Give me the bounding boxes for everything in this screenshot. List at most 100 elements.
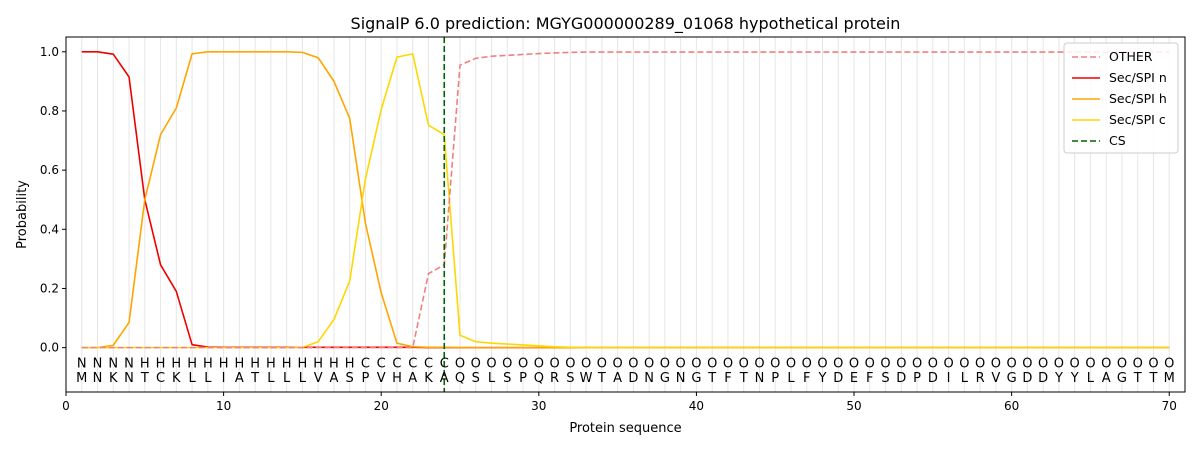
region-label: O [486, 356, 496, 371]
plot-frame [65, 36, 1186, 393]
residue-label: S [503, 371, 511, 386]
region-label: C [377, 356, 386, 371]
region-label: O [660, 356, 670, 371]
region-label: O [770, 356, 780, 371]
residue-label: T [1149, 371, 1158, 386]
series-line-sec-spi-n [81, 50, 1170, 349]
residue-label: P [362, 371, 370, 386]
x-tick-label: 40 [689, 399, 704, 413]
residue-label: T [250, 371, 259, 386]
chart-title: SignalP 6.0 prediction: MGYG000000289_01… [351, 14, 901, 34]
region-label: O [455, 356, 465, 371]
region-label: O [786, 356, 796, 371]
region-label: N [124, 356, 134, 371]
region-label: O [549, 356, 559, 371]
residue-label: N [93, 371, 103, 386]
residue-label: N [755, 371, 765, 386]
residue-label: F [866, 371, 873, 386]
residue-label: A [235, 371, 244, 386]
region-label: O [676, 356, 686, 371]
series-lines [81, 50, 1170, 349]
residue-label: V [991, 371, 1000, 386]
region-label: H [329, 356, 339, 371]
region-label: O [471, 356, 481, 371]
x-tick-label: 10 [216, 399, 231, 413]
region-label: C [440, 356, 449, 371]
region-label: O [912, 356, 922, 371]
legend: OTHER Sec/SPI n Sec/SPI h Sec/SPI c CS [1063, 42, 1179, 154]
region-label: N [93, 356, 103, 371]
residue-label: E [850, 371, 858, 386]
region-label: H [345, 356, 355, 371]
residue-label: K [424, 371, 433, 386]
residue-label: L [267, 371, 275, 386]
residue-label: S [566, 371, 574, 386]
region-label: O [1164, 356, 1174, 371]
residue-label: C [156, 371, 165, 386]
x-tick-label: 60 [1004, 399, 1019, 413]
y-tick-label: 0.2 [40, 281, 59, 295]
residue-label: D [628, 371, 638, 386]
legend-box [1063, 42, 1179, 154]
residue-label: Y [1054, 371, 1063, 386]
region-label: H [234, 356, 244, 371]
residue-label: Q [455, 371, 465, 386]
legend-label: Sec/SPI n [1109, 70, 1167, 85]
y-tick-label: 0.6 [40, 163, 59, 177]
residue-label: L [488, 371, 496, 386]
residue-label: P [771, 371, 779, 386]
region-label: H [140, 356, 150, 371]
residue-label: G [1117, 371, 1127, 386]
region-label: N [77, 356, 87, 371]
region-label: O [581, 356, 591, 371]
region-label: C [361, 356, 370, 371]
residue-label: Y [1070, 371, 1079, 386]
residue-label: N [676, 371, 686, 386]
region-label: O [707, 356, 717, 371]
region-label: O [1022, 356, 1032, 371]
residue-label: L [204, 371, 212, 386]
region-label: O [628, 356, 638, 371]
residue-label: G [691, 371, 701, 386]
legend-label: CS [1109, 133, 1126, 148]
residue-label: S [346, 371, 354, 386]
region-label: O [597, 356, 607, 371]
region-label: O [691, 356, 701, 371]
x-tick-label: 0 [62, 399, 70, 413]
region-label: C [424, 356, 433, 371]
region-label: C [392, 356, 401, 371]
region-label: O [1070, 356, 1080, 371]
residue-label: I [222, 371, 226, 386]
region-label: O [1117, 356, 1127, 371]
legend-label: OTHER [1109, 49, 1153, 64]
residue-label: P [519, 371, 527, 386]
y-tick-label: 0.0 [40, 341, 59, 355]
region-label: H [266, 356, 276, 371]
region-label: H [203, 356, 213, 371]
residue-label: A [329, 371, 338, 386]
residue-label: F [803, 371, 810, 386]
residue-label: T [739, 371, 748, 386]
y-axis-label: Probability [15, 180, 30, 249]
residue-label: S [472, 371, 480, 386]
region-label: O [613, 356, 623, 371]
x-tick-label: 20 [374, 399, 389, 413]
region-label: O [1007, 356, 1017, 371]
residue-label: L [299, 371, 307, 386]
series-line-sec-spi-c [81, 53, 1170, 349]
region-label: O [849, 356, 859, 371]
residue-label: H [392, 371, 402, 386]
region-label: O [502, 356, 512, 371]
residue-label: S [881, 371, 889, 386]
legend-label: Sec/SPI c [1109, 112, 1166, 127]
region-label: O [534, 356, 544, 371]
series-line-other [81, 51, 1170, 349]
residue-label: T [140, 371, 149, 386]
residue-label: D [896, 371, 906, 386]
residue-label: D [1022, 371, 1032, 386]
region-label: H [171, 356, 181, 371]
residue-label: A [613, 371, 622, 386]
residue-label: T [1133, 371, 1142, 386]
residue-label: W [580, 371, 593, 386]
